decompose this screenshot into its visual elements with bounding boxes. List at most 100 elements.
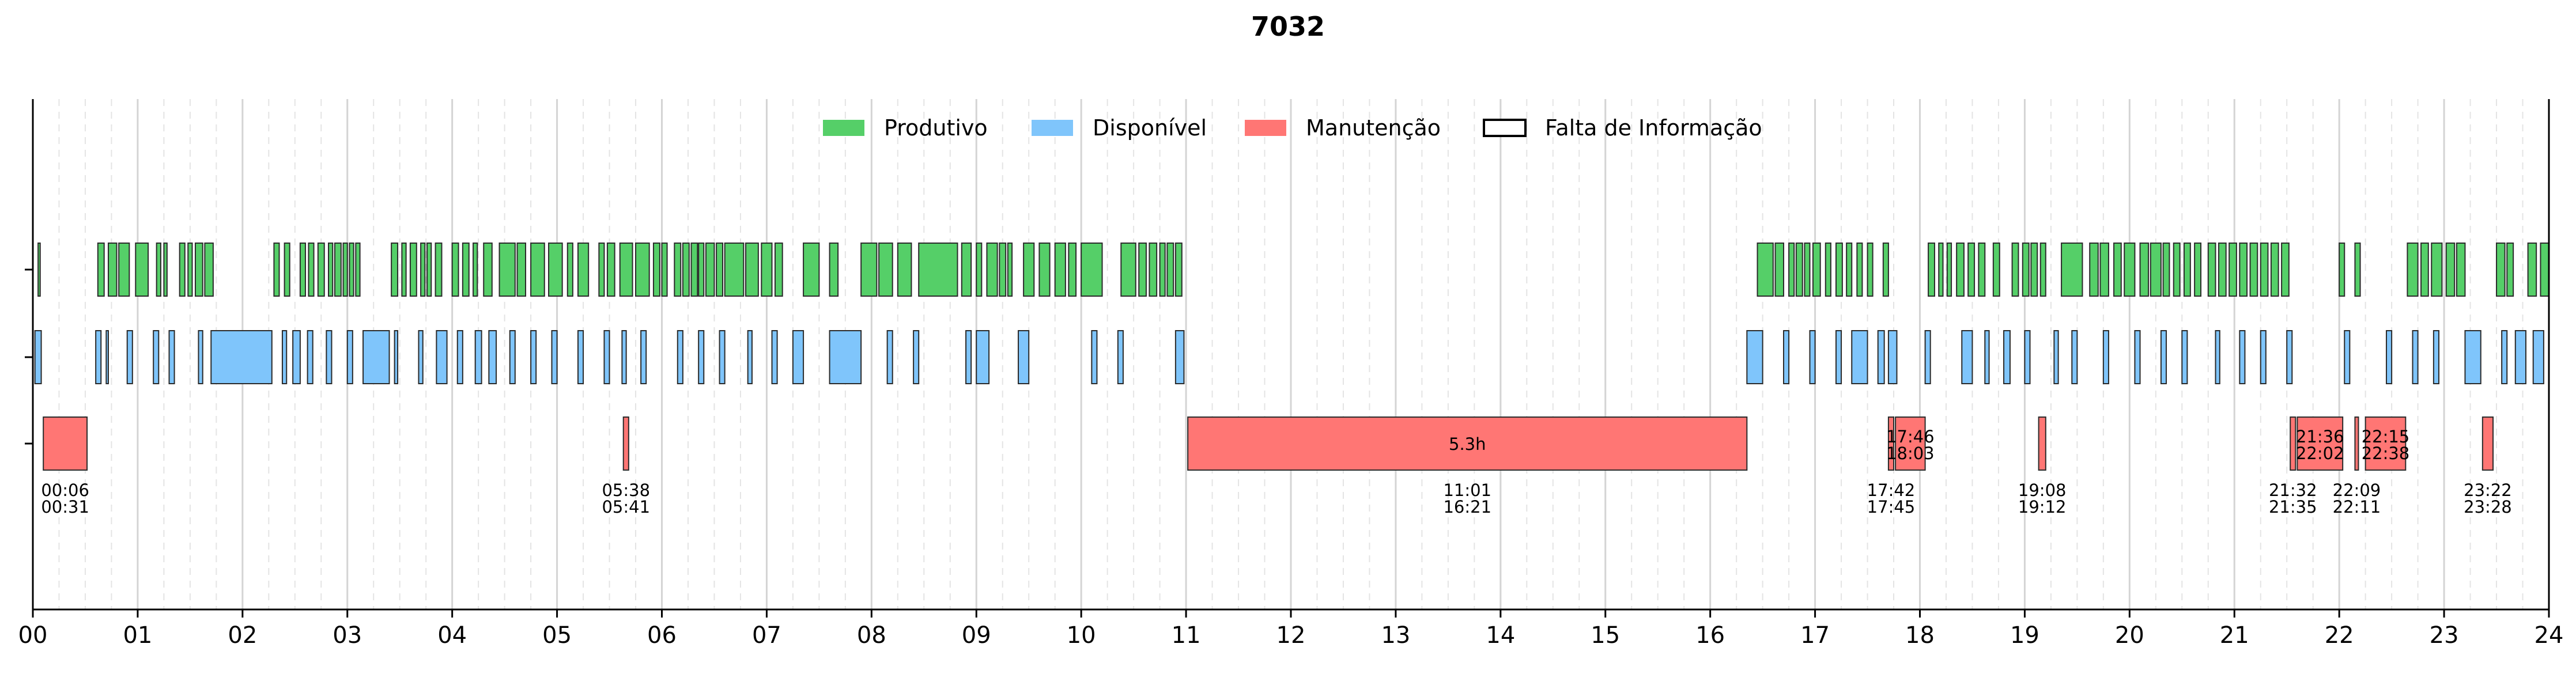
bar-disponível <box>577 330 584 384</box>
legend-label: Produtivo <box>884 115 988 141</box>
bar-manutenção <box>2290 416 2297 471</box>
bar-disponível <box>362 330 390 384</box>
bar-produtivo <box>606 243 615 297</box>
bar-disponível <box>2102 330 2109 384</box>
x-tick-label: 08 <box>857 622 886 649</box>
bar-produtivo <box>878 243 893 297</box>
bar-disponível <box>621 330 627 384</box>
bar-produtivo <box>1166 243 1174 297</box>
bar-produtivo <box>107 243 118 297</box>
bar-produtivo <box>284 243 290 297</box>
bar-end-label: 05:41 <box>602 497 650 517</box>
bar-disponível <box>2003 330 2011 384</box>
bar-produtivo <box>349 243 354 297</box>
bar-produtivo <box>2496 243 2506 297</box>
bar-produtivo <box>2139 243 2150 297</box>
bar-produtivo <box>97 243 105 297</box>
bar-produtivo <box>619 243 633 297</box>
bar-disponível <box>530 330 537 384</box>
bar-end-label: 21:35 <box>2269 497 2317 517</box>
bar-disponível <box>418 330 424 384</box>
x-tick-label: 17 <box>1800 622 1830 649</box>
bar-produtivo <box>2506 243 2514 297</box>
bar-disponível <box>474 330 482 384</box>
bar-produtivo <box>2339 243 2345 297</box>
plot-bars <box>34 243 2550 471</box>
bar-produtivo <box>1795 243 1803 297</box>
bar-produtivo <box>2183 243 2191 297</box>
bar-end-label: 22:02 <box>2296 444 2344 463</box>
bar-disponível <box>509 330 516 384</box>
bar-produtivo <box>724 243 745 297</box>
bar-produtivo <box>187 243 193 297</box>
bar-end-label: 22:11 <box>2333 497 2381 517</box>
bar-disponível <box>2260 330 2267 384</box>
bar-disponível <box>2344 330 2351 384</box>
bar-produtivo <box>179 243 186 297</box>
bar-start-label: 19:08 <box>2018 480 2067 500</box>
bar-produtivo <box>342 243 348 297</box>
bar-start-label: 22:09 <box>2333 480 2381 500</box>
bar-disponível <box>2024 330 2031 384</box>
bar-disponível <box>965 330 972 384</box>
bar-disponível <box>95 330 102 384</box>
bar-disponível <box>2433 330 2439 384</box>
x-tick-label: 23 <box>2430 622 2459 649</box>
x-tick-label: 22 <box>2325 622 2354 649</box>
bar-produtivo <box>1825 243 1831 297</box>
bar-disponível <box>1018 330 1030 384</box>
bar-disponível <box>1835 330 1842 384</box>
bar-disponível <box>2071 330 2078 384</box>
bar-disponível <box>456 330 463 384</box>
bar-manutenção <box>2481 416 2494 471</box>
bar-disponível <box>1117 330 1124 384</box>
bar-disponível <box>2514 330 2526 384</box>
bar-disponível <box>2286 330 2293 384</box>
bar-produtivo <box>1856 243 1863 297</box>
bar-produtivo <box>2249 243 2258 297</box>
bar-produtivo <box>334 243 342 297</box>
bar-manutenção <box>2038 416 2046 471</box>
x-tick-label: 20 <box>2115 622 2144 649</box>
bar-disponível <box>1809 330 1816 384</box>
bar-start-label: 00:06 <box>41 480 89 500</box>
bar-disponível <box>105 330 109 384</box>
bar-disponível <box>719 330 726 384</box>
bar-produtivo <box>194 243 203 297</box>
bar-disponível <box>976 330 990 384</box>
x-tick-label: 19 <box>2010 622 2039 649</box>
bar-disponível <box>1961 330 1973 384</box>
bar-disponível <box>198 330 203 384</box>
bar-produtivo <box>1812 243 1821 297</box>
x-tick-label: 24 <box>2535 622 2564 649</box>
bar-produtivo <box>1978 243 1986 297</box>
bar-disponível <box>771 330 778 384</box>
bar-produtivo <box>961 243 972 297</box>
bar-disponível <box>677 330 683 384</box>
bar-disponível <box>2053 330 2059 384</box>
bar-manutenção <box>2365 416 2407 471</box>
bar-disponível <box>1887 330 1898 384</box>
bar-start-label: 22:15 <box>2362 427 2410 446</box>
bar-disponível <box>488 330 497 384</box>
bar-disponível <box>2386 330 2393 384</box>
x-tick-label: 16 <box>1695 622 1725 649</box>
bar-end-label: 23:28 <box>2464 497 2512 517</box>
bar-disponível <box>2501 330 2508 384</box>
bar-produtivo <box>1967 243 1976 297</box>
bar-start-label: 23:22 <box>2464 480 2512 500</box>
bar-start-label: 21:32 <box>2269 480 2317 500</box>
bar-produtivo <box>2540 243 2550 297</box>
bar-disponível <box>281 330 288 384</box>
bar-produtivo <box>516 243 527 297</box>
bar-produtivo <box>2150 243 2162 297</box>
bar-produtivo <box>986 243 998 297</box>
bar-disponível <box>326 330 333 384</box>
bar-produtivo <box>2228 243 2237 297</box>
bar-manutenção <box>1187 416 1748 471</box>
bar-produtivo <box>451 243 459 297</box>
legend-label: Disponível <box>1093 115 1207 141</box>
bar-start-label: 11:01 <box>1443 480 1491 500</box>
bar-produtivo <box>2061 243 2083 297</box>
